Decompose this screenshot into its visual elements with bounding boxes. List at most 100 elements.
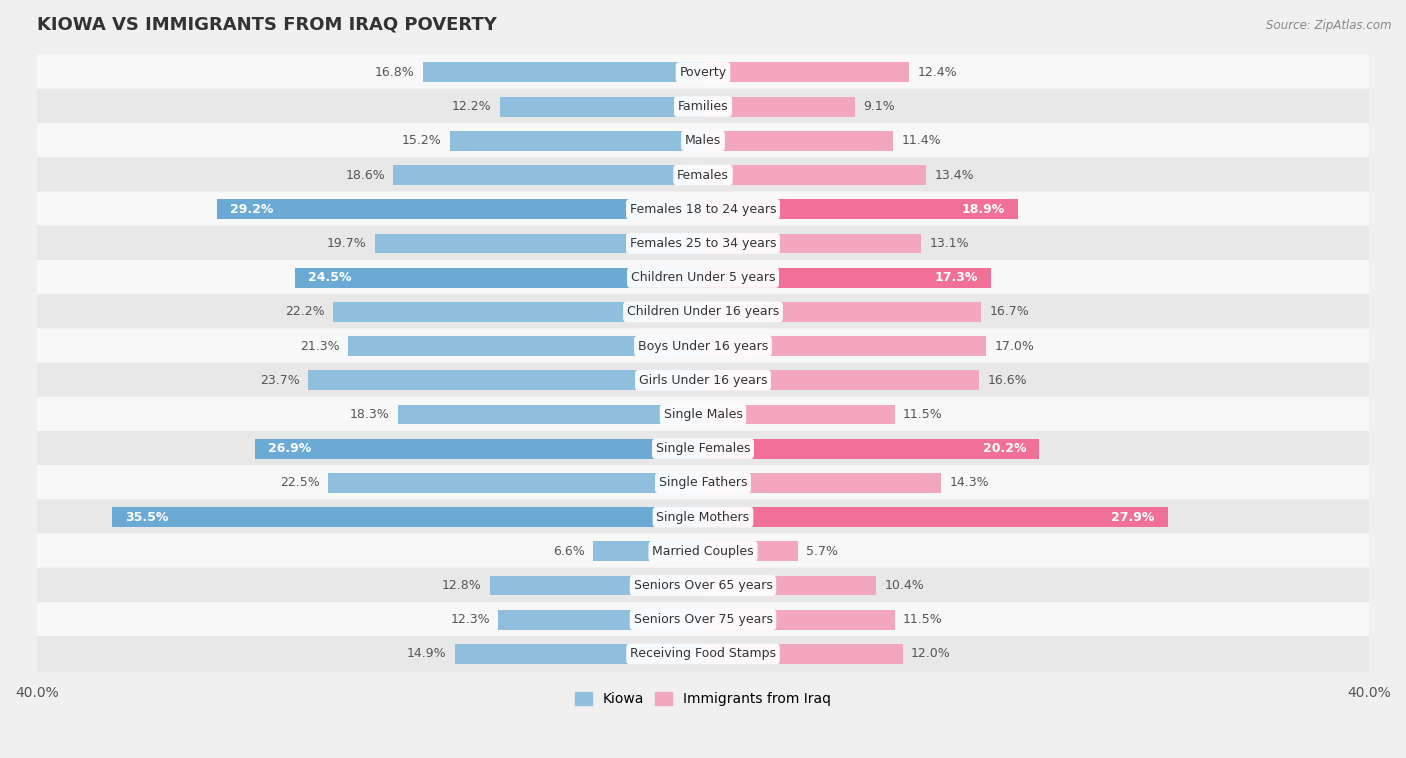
Bar (703, 507, 1167, 527)
Text: Single Females: Single Females (655, 442, 751, 456)
Text: Single Males: Single Males (664, 408, 742, 421)
Text: 23.7%: 23.7% (260, 374, 299, 387)
FancyBboxPatch shape (37, 500, 1369, 535)
Text: Married Couples: Married Couples (652, 545, 754, 558)
Text: 11.5%: 11.5% (903, 613, 942, 626)
Text: 18.3%: 18.3% (350, 408, 389, 421)
Text: 22.5%: 22.5% (280, 477, 321, 490)
Text: 19.7%: 19.7% (326, 237, 367, 250)
FancyBboxPatch shape (37, 534, 1369, 569)
FancyBboxPatch shape (37, 465, 1369, 501)
Text: 17.0%: 17.0% (994, 340, 1035, 352)
FancyBboxPatch shape (37, 431, 1369, 466)
Text: Seniors Over 75 years: Seniors Over 75 years (634, 613, 772, 626)
FancyBboxPatch shape (37, 602, 1369, 637)
Bar (489, 575, 703, 596)
Text: 13.4%: 13.4% (935, 168, 974, 181)
Bar (703, 165, 927, 185)
Text: Poverty: Poverty (679, 66, 727, 79)
Bar (703, 644, 903, 664)
Text: Single Mothers: Single Mothers (657, 511, 749, 524)
Bar (703, 199, 1018, 219)
Bar (703, 302, 981, 322)
Bar (703, 439, 1039, 459)
Bar (375, 233, 703, 253)
Text: 27.9%: 27.9% (1111, 511, 1154, 524)
Bar (703, 473, 941, 493)
Text: 20.2%: 20.2% (983, 442, 1026, 456)
Bar (295, 268, 703, 287)
FancyBboxPatch shape (37, 396, 1369, 432)
Text: 15.2%: 15.2% (402, 134, 441, 147)
Bar (394, 165, 703, 185)
FancyBboxPatch shape (37, 157, 1369, 193)
Bar (423, 62, 703, 83)
Text: 11.4%: 11.4% (901, 134, 941, 147)
Text: Boys Under 16 years: Boys Under 16 years (638, 340, 768, 352)
FancyBboxPatch shape (37, 123, 1369, 158)
Text: 13.1%: 13.1% (929, 237, 969, 250)
Bar (498, 610, 703, 630)
Text: 18.6%: 18.6% (346, 168, 385, 181)
Text: 9.1%: 9.1% (863, 100, 894, 113)
Bar (703, 541, 799, 561)
Bar (308, 371, 703, 390)
Text: 16.8%: 16.8% (375, 66, 415, 79)
Text: 12.4%: 12.4% (918, 66, 957, 79)
Text: 17.3%: 17.3% (935, 271, 977, 284)
Bar (703, 371, 980, 390)
Text: Children Under 5 years: Children Under 5 years (631, 271, 775, 284)
Bar (703, 268, 991, 287)
Text: 26.9%: 26.9% (269, 442, 312, 456)
Text: Receiving Food Stamps: Receiving Food Stamps (630, 647, 776, 660)
FancyBboxPatch shape (37, 362, 1369, 398)
Text: Females 18 to 24 years: Females 18 to 24 years (630, 202, 776, 216)
FancyBboxPatch shape (37, 636, 1369, 672)
Text: 14.9%: 14.9% (406, 647, 447, 660)
Text: Females: Females (678, 168, 728, 181)
Bar (333, 302, 703, 322)
Text: Girls Under 16 years: Girls Under 16 years (638, 374, 768, 387)
Text: 22.2%: 22.2% (285, 305, 325, 318)
Text: 5.7%: 5.7% (806, 545, 838, 558)
Legend: Kiowa, Immigrants from Iraq: Kiowa, Immigrants from Iraq (569, 687, 837, 712)
Bar (593, 541, 703, 561)
Bar (703, 575, 876, 596)
Text: 18.9%: 18.9% (962, 202, 1004, 216)
Bar (703, 610, 894, 630)
Text: Males: Males (685, 134, 721, 147)
Text: Seniors Over 65 years: Seniors Over 65 years (634, 579, 772, 592)
Bar (349, 336, 703, 356)
FancyBboxPatch shape (37, 89, 1369, 124)
Bar (217, 199, 703, 219)
Text: Children Under 16 years: Children Under 16 years (627, 305, 779, 318)
Text: Females 25 to 34 years: Females 25 to 34 years (630, 237, 776, 250)
FancyBboxPatch shape (37, 55, 1369, 90)
Text: 21.3%: 21.3% (301, 340, 340, 352)
Text: KIOWA VS IMMIGRANTS FROM IRAQ POVERTY: KIOWA VS IMMIGRANTS FROM IRAQ POVERTY (37, 15, 496, 33)
Bar (703, 62, 910, 83)
Text: 29.2%: 29.2% (231, 202, 273, 216)
Bar (254, 439, 703, 459)
Bar (112, 507, 703, 527)
Bar (456, 644, 703, 664)
Text: 6.6%: 6.6% (553, 545, 585, 558)
Bar (398, 405, 703, 424)
Bar (703, 97, 855, 117)
Text: 35.5%: 35.5% (125, 511, 169, 524)
Bar (703, 131, 893, 151)
Text: 12.8%: 12.8% (441, 579, 481, 592)
Text: 16.6%: 16.6% (988, 374, 1028, 387)
Text: Single Fathers: Single Fathers (659, 477, 747, 490)
Bar (703, 336, 986, 356)
FancyBboxPatch shape (37, 328, 1369, 364)
Text: 16.7%: 16.7% (990, 305, 1029, 318)
Text: 12.3%: 12.3% (450, 613, 489, 626)
Bar (703, 405, 894, 424)
Text: 12.2%: 12.2% (451, 100, 492, 113)
Text: 12.0%: 12.0% (911, 647, 950, 660)
FancyBboxPatch shape (37, 294, 1369, 330)
Text: 14.3%: 14.3% (949, 477, 988, 490)
FancyBboxPatch shape (37, 192, 1369, 227)
FancyBboxPatch shape (37, 568, 1369, 603)
